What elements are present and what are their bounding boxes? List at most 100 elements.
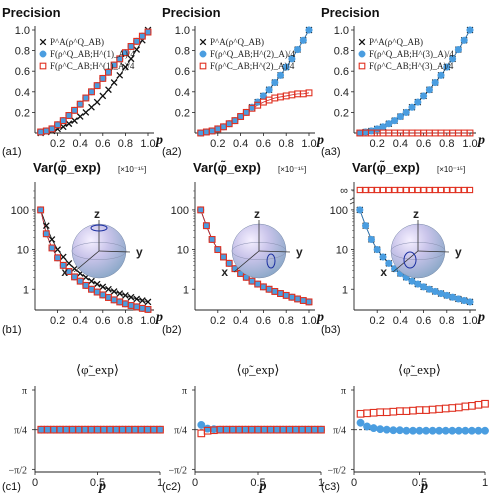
data-point [402,407,411,416]
legend-entry: F(ρ^Q_AB;H^(1)_A)/4 [50,49,135,59]
data-point [122,63,129,71]
sphere-label-z: z [413,207,419,221]
data-point [435,405,444,413]
panel-b1: Var(φ̃_exp) [×10⁻¹⁵] (b1) p 0.2 0.4 0.6 0.8 1.0 1… [2,160,163,336]
data-point [121,49,129,57]
data-point [237,113,245,120]
data-point [99,74,107,82]
x-tick-label: 1.0 [462,315,477,327]
data-point [199,50,207,58]
data-point [305,26,313,34]
data-point [389,426,398,435]
data-point [474,400,483,409]
y-tick-label: 0.8 [334,46,349,58]
x-tick-label: 0.6 [95,315,110,327]
chart-title: ⟨φ̃_exp⟩ [76,362,119,377]
data-point [202,222,210,230]
data-point [37,206,45,214]
data-point [202,222,210,230]
data-point [362,222,370,230]
data-point [71,265,78,273]
bloch-sphere: z y x [380,207,462,279]
data-point [76,277,84,285]
chart-title: Var(φ̃_exp) [193,160,261,175]
data-point [39,62,47,70]
panel-label: (b2) [162,324,182,336]
data-point [443,186,450,194]
data-point [133,295,141,303]
data-point [48,244,56,252]
panel-label: (c3) [321,481,340,493]
data-point [197,429,206,438]
x-tick-label: 1 [482,477,488,489]
x-axis-label: p [259,479,267,494]
data-point [461,426,470,435]
sphere-label-y: y [455,245,462,259]
data-point [197,420,206,429]
data-point [116,71,124,79]
data-point [379,123,387,131]
y-tick-label: 100 [330,205,348,217]
bloch-sphere: z y x [221,207,303,279]
data-point [42,230,50,238]
data-point [425,86,433,94]
y-tick-label: 1 [183,284,189,296]
data-point [99,283,107,291]
x-tick-label: 1.0 [301,315,316,327]
y-axis-arrow [258,250,291,253]
data-point [481,426,489,435]
data-point [379,253,387,261]
data-point [409,426,417,435]
data-point [105,285,112,293]
data-point [39,50,47,58]
data-point [156,425,164,434]
data-point [116,290,124,297]
data-point [42,222,50,230]
data-point [391,186,398,194]
data-point [356,418,365,427]
x-tick-label: 0.4 [233,315,248,327]
data-point [435,426,444,435]
data-point [37,206,45,214]
data-point [294,46,302,54]
data-point [369,424,378,433]
data-point [385,186,392,194]
data-point [461,186,468,194]
panel-a1: Precision (a1) p 0.2 0.4 0.6 0.8 1.0 0.2 0.4 0.6 0.… [2,5,163,158]
x-tick-label: 1.0 [140,315,155,327]
data-point [467,426,476,435]
data-point [133,37,141,45]
data-point [368,186,375,194]
data-point [71,117,78,124]
x-tick-label: 0.8 [118,315,133,327]
data-point [414,186,421,194]
x-tick-label: 0.6 [256,138,271,150]
data-point [362,186,369,194]
data-point [65,112,73,119]
panel-label: (c2) [162,481,181,493]
legend-entry: P^A(ρ^Q_AB) [210,37,264,47]
chart-units: [×10⁻¹⁵] [118,165,146,174]
data-point [42,230,50,238]
legend-entry: P^A(ρ^Q_AB) [50,37,104,47]
sphere-label-z: z [254,207,260,221]
data-point [59,123,67,131]
data-point [199,38,207,46]
data-point [93,82,101,90]
x-tick-label: 0.2 [210,138,225,150]
y-tick-label: 10 [336,245,348,257]
x-axis-label: p [420,479,428,494]
x-axis-label: p [155,310,163,325]
data-point [363,422,372,431]
data-point [358,50,366,58]
data-point [197,206,205,214]
series-square [356,129,474,137]
data-point [82,94,90,102]
y-tick-label: π/4 [174,426,187,437]
data-point [385,120,393,128]
data-point [299,36,307,44]
data-point [59,117,67,125]
data-point [395,426,404,435]
y-tick-label: 0.6 [334,66,349,78]
data-point [414,280,422,288]
